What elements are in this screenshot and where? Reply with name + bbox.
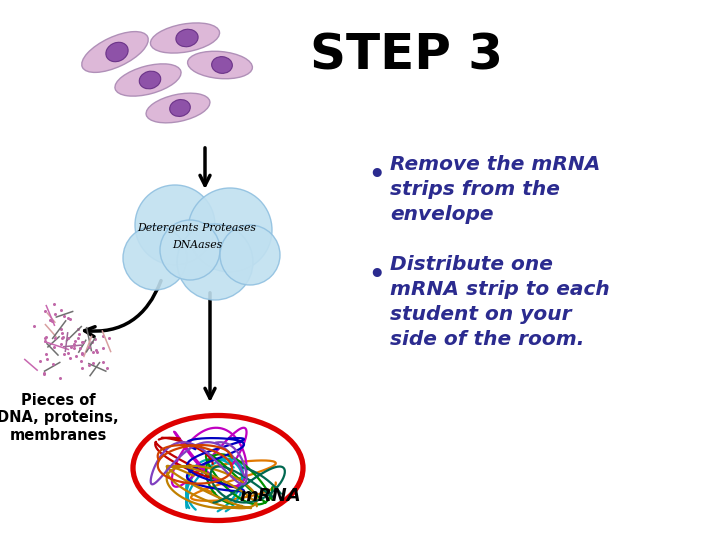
Text: Distribute one
mRNA strip to each
student on your
side of the room.: Distribute one mRNA strip to each studen… — [390, 255, 610, 349]
Circle shape — [188, 188, 272, 272]
Circle shape — [220, 225, 280, 285]
Text: Pieces of
DNA, proteins,
membranes: Pieces of DNA, proteins, membranes — [0, 393, 119, 443]
Ellipse shape — [176, 29, 198, 47]
Ellipse shape — [82, 32, 148, 72]
Circle shape — [123, 226, 187, 290]
Ellipse shape — [139, 71, 161, 89]
Ellipse shape — [146, 93, 210, 123]
Text: Detergents Proteases: Detergents Proteases — [138, 223, 256, 233]
Ellipse shape — [188, 51, 253, 79]
Ellipse shape — [133, 415, 303, 521]
Circle shape — [160, 220, 220, 280]
Text: STEP 3: STEP 3 — [310, 31, 503, 79]
Ellipse shape — [170, 99, 190, 117]
Text: Remove the mRNA
strips from the
envelope: Remove the mRNA strips from the envelope — [390, 155, 600, 224]
Text: DNAases: DNAases — [172, 240, 222, 250]
Ellipse shape — [150, 23, 220, 53]
Ellipse shape — [115, 64, 181, 96]
Circle shape — [177, 224, 253, 300]
Ellipse shape — [106, 42, 128, 62]
Text: •: • — [368, 163, 384, 189]
Ellipse shape — [212, 57, 233, 73]
Text: •: • — [368, 263, 384, 289]
Text: mRNA: mRNA — [239, 487, 301, 505]
Circle shape — [135, 185, 215, 265]
